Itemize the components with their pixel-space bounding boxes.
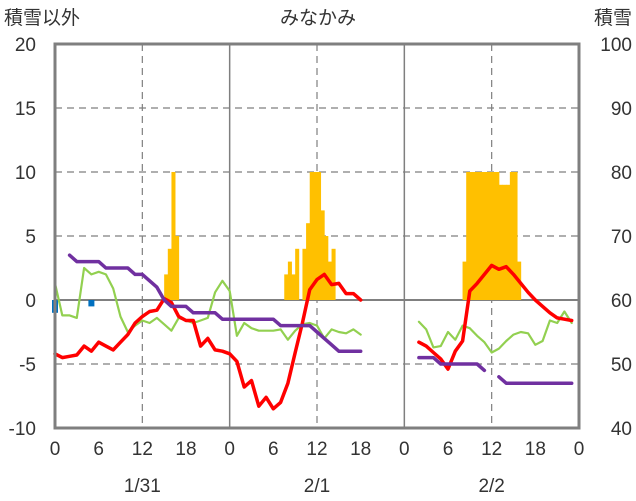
left-tick-1: 15 xyxy=(15,99,36,120)
x-tick-6: 12 xyxy=(306,439,327,460)
snowfall_bars-bar-22 xyxy=(473,172,478,300)
left-tick-4: 0 xyxy=(25,291,36,312)
series-lines xyxy=(53,253,574,411)
snowfall_bars-bar-5 xyxy=(287,261,292,300)
chart-title: みなかみ xyxy=(280,7,356,29)
snowfall_bars-bar-20 xyxy=(466,172,471,300)
date-label-2: 2/2 xyxy=(478,476,504,497)
snowfall_bars-bar-3 xyxy=(175,236,180,300)
snowfall_bars-bar-7 xyxy=(295,248,300,300)
right-tick-3: 70 xyxy=(611,227,632,248)
snowfall_bars-bar-27 xyxy=(491,172,496,300)
snowfall_bars-bar-10 xyxy=(309,172,314,300)
right-tick-4: 60 xyxy=(611,291,632,312)
x-tick-11: 18 xyxy=(525,439,546,460)
x-tick-5: 6 xyxy=(268,439,279,460)
date-labels: 1/31 2/1 2/2 xyxy=(124,476,505,497)
left-tick-5: -5 xyxy=(19,355,36,376)
snow_depth-line xyxy=(67,253,363,353)
x-tick-7: 18 xyxy=(350,439,371,460)
plot-border xyxy=(53,42,581,430)
snowfall_bars-bar-33 xyxy=(513,172,518,300)
snowfall_bars-bar-32 xyxy=(509,172,514,300)
x-tick-3: 18 xyxy=(175,439,196,460)
right-tick-labels: 100 90 80 70 60 50 40 xyxy=(600,35,632,440)
snowfall_bars-bar-14 xyxy=(324,236,329,300)
right-tick-0: 100 xyxy=(600,35,632,56)
date-label-1: 2/1 xyxy=(304,476,330,497)
snowfall_bars-bar-12 xyxy=(317,172,322,300)
x-tick-0: 0 xyxy=(50,439,61,460)
left-tick-0: 20 xyxy=(15,35,36,56)
left-tick-2: 10 xyxy=(15,163,36,184)
dewpoint_day3-line xyxy=(417,310,573,354)
right-tick-2: 80 xyxy=(611,163,632,184)
x-tick-12: 0 xyxy=(574,439,585,460)
date-label-0: 1/31 xyxy=(124,476,161,497)
snowfall_bars-bar-19 xyxy=(462,261,467,300)
precip_marks-bar-1 xyxy=(88,300,95,307)
right-axis-title: 積雪 xyxy=(594,7,632,29)
snowfall-bars xyxy=(52,172,522,313)
snowfall_bars-bar-8 xyxy=(302,248,307,300)
snowfall_bars-bar-24 xyxy=(480,172,485,300)
x-tick-labels: 0 6 12 18 0 6 12 18 0 6 12 18 0 xyxy=(50,439,585,460)
temperature-line xyxy=(53,272,363,411)
snowfall_bars-bar-2 xyxy=(171,172,176,300)
dewpoint-line xyxy=(53,266,362,341)
snowfall_bars-bar-1 xyxy=(167,248,172,300)
x-tick-4: 0 xyxy=(224,439,235,460)
right-tick-1: 90 xyxy=(611,99,632,120)
snowfall_bars-bar-13 xyxy=(320,210,325,300)
plot-frame xyxy=(53,42,581,430)
right-tick-6: 40 xyxy=(611,419,632,440)
snowfall_bars-bar-11 xyxy=(313,172,318,300)
snowfall_bars-bar-4 xyxy=(284,274,289,300)
x-tick-8: 0 xyxy=(399,439,410,460)
snow_depth_day3b-line xyxy=(497,375,574,385)
x-tick-1: 6 xyxy=(93,439,104,460)
snowfall_bars-bar-30 xyxy=(502,184,507,300)
x-tick-2: 12 xyxy=(132,439,153,460)
snowfall_bars-bar-25 xyxy=(484,172,489,300)
snow_depth_day3-line xyxy=(417,355,487,373)
x-tick-9: 6 xyxy=(443,439,454,460)
snowfall_bars-bar-26 xyxy=(488,172,493,300)
snowfall_bars-bar-21 xyxy=(469,172,474,300)
left-tick-6: -10 xyxy=(9,419,36,440)
left-tick-3: 5 xyxy=(25,227,36,248)
left-axis-title: 積雪以外 xyxy=(4,7,80,29)
snowfall_bars-bar-31 xyxy=(506,184,511,300)
snowfall_bars-bar-16 xyxy=(331,248,336,300)
snowfall_bars-bar-0 xyxy=(164,274,169,300)
left-tick-labels: 20 15 10 5 0 -5 -10 xyxy=(9,35,36,440)
snowfall_bars-bar-6 xyxy=(291,274,296,300)
x-tick-10: 12 xyxy=(481,439,502,460)
snowfall_bars-bar-9 xyxy=(306,223,311,300)
snowfall_bars-bar-28 xyxy=(495,172,500,300)
right-tick-5: 50 xyxy=(611,355,632,376)
snowfall_bars-bar-29 xyxy=(498,184,503,300)
snowfall_bars-bar-23 xyxy=(477,172,482,300)
